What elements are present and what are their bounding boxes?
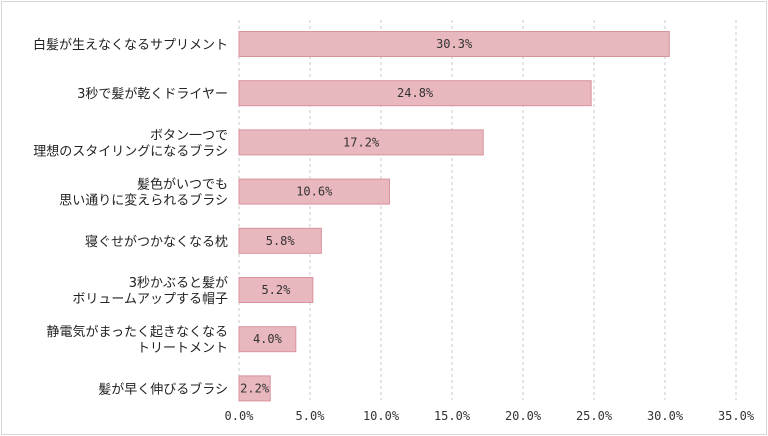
- bar: [238, 129, 484, 156]
- x-tick-label: 35.0%: [718, 409, 755, 423]
- category-label: ボタン一つで: [150, 128, 228, 143]
- data-label: 5.2%: [261, 283, 291, 297]
- bar: [238, 326, 297, 353]
- bar: [238, 277, 314, 303]
- category-label: 白髪が生えなくなるサプリメント: [33, 37, 228, 53]
- value-labels: 30.3% 24.8% 17.2% 10.6% 5.8% 5.2% 4.0% 2.2%: [240, 37, 473, 395]
- category-label: トリートメント: [137, 341, 228, 356]
- data-label: 10.6%: [296, 185, 333, 199]
- category-label: 理想のスタイリングになるブラシ: [33, 143, 228, 159]
- x-tick-label: 20.0%: [505, 409, 542, 423]
- category-labels: 白髪が生えなくなるサプリメント 3秒で髪が乾くドライヤーボタン一つで理想のスタイリ…: [33, 37, 228, 397]
- x-axis-tick-labels: 0.0% 5.0% 10.0% 15.0% 20.0% 25.0% 30.0% 35.0%: [225, 409, 755, 423]
- bar: [238, 31, 670, 57]
- x-tick-label: 0.0%: [225, 409, 255, 423]
- category-label: 髪が早く伸びるブラシ: [98, 381, 228, 397]
- x-tick-label: 10.0%: [363, 409, 400, 423]
- category-label: 髪色がいつでも: [137, 177, 228, 193]
- bar: [238, 178, 391, 205]
- grid-lines: [238, 20, 737, 400]
- bars: [238, 31, 670, 402]
- data-label: 4.0%: [253, 332, 283, 346]
- category-label: 3秒かぶると髪が: [129, 276, 228, 291]
- x-tick-label: 5.0%: [296, 409, 326, 423]
- data-label: 24.8%: [397, 86, 434, 100]
- category-label: ボリュームアップする帽子: [72, 291, 228, 307]
- bar: [238, 227, 322, 254]
- category-label: 静電気がまったく起きなくなる: [47, 324, 228, 340]
- x-tick-label: 15.0%: [434, 409, 471, 423]
- category-label: 思い通りに変えられるブラシ: [59, 193, 228, 209]
- bar: [238, 375, 271, 402]
- data-label: 30.3%: [436, 37, 473, 51]
- x-tick-label: 30.0%: [647, 409, 684, 423]
- category-label: 3秒で髪が乾くドライヤー: [77, 87, 228, 102]
- data-label: 2.2%: [240, 381, 270, 395]
- category-label: 寝ぐせがつかなくなる枕: [85, 234, 228, 250]
- data-label: 17.2%: [343, 135, 380, 149]
- x-tick-label: 25.0%: [576, 409, 613, 423]
- data-label: 5.8%: [266, 234, 296, 248]
- bar: [238, 80, 592, 107]
